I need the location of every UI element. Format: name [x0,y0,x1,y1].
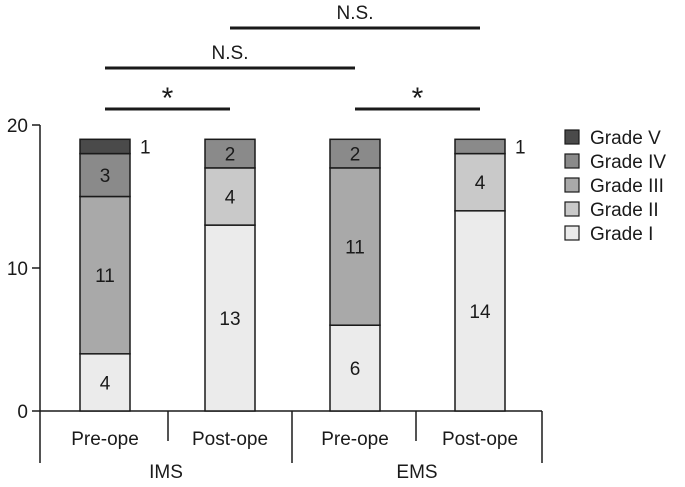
y-tick-label: 10 [7,259,28,280]
legend-swatch [564,177,580,193]
bar-segment [454,152,506,212]
legend-label: Grade II [590,200,659,221]
data-label: 2 [225,145,236,166]
significance-brackets: * * N.S. N.S. [105,3,480,115]
legend-label: Grade V [590,128,661,149]
x-category-label: Pre-ope [321,429,389,450]
y-tick-label: 20 [7,116,28,137]
data-label: 11 [95,266,115,287]
bar-segment [329,167,381,326]
data-label: 13 [219,309,240,330]
significance-label: * [162,82,174,115]
significance-label: * [412,82,424,115]
data-label: 11 [345,238,365,259]
data-label: 2 [350,145,361,166]
legend-swatch [564,225,580,241]
data-label: 6 [350,359,361,380]
bar-segment [79,195,131,355]
axes: 0 10 20 Pre-ope Post-ope Pre-ope Post-ope IMS EM… [7,116,543,483]
bar-segment [454,138,506,155]
significance-label: N.S. [337,3,374,24]
significance-label: N.S. [212,43,249,64]
bar-segment [79,353,131,412]
bar-segment [79,138,131,155]
group-label: IMS [149,462,183,483]
x-category-label: Post-ope [192,429,268,450]
legend-label: Grade III [590,176,664,197]
x-category-label: Post-ope [442,429,518,450]
bar-segment [79,152,131,198]
data-label: 3 [100,166,111,187]
bar-segment [329,138,381,169]
legend-swatch [564,153,580,169]
y-tick-label: 0 [17,402,28,423]
group-label: EMS [396,462,437,483]
bar-segment [454,210,506,412]
data-label: 1 [140,137,151,158]
legend: Grade V Grade IV Grade III Grade II Grade I [564,128,666,245]
bar-segment [329,324,381,412]
data-label: 14 [469,302,491,323]
data-label: 4 [100,373,111,394]
legend-swatch [564,129,580,145]
data-label: 4 [475,173,486,194]
x-category-label: Pre-ope [71,429,139,450]
legend-label: Grade IV [590,152,666,173]
data-label: 1 [515,137,526,158]
bar-segment [204,138,256,169]
bar-segment [204,224,256,412]
legend-label: Grade I [590,224,653,245]
legend-swatch [564,201,580,217]
data-label: 4 [225,188,236,209]
